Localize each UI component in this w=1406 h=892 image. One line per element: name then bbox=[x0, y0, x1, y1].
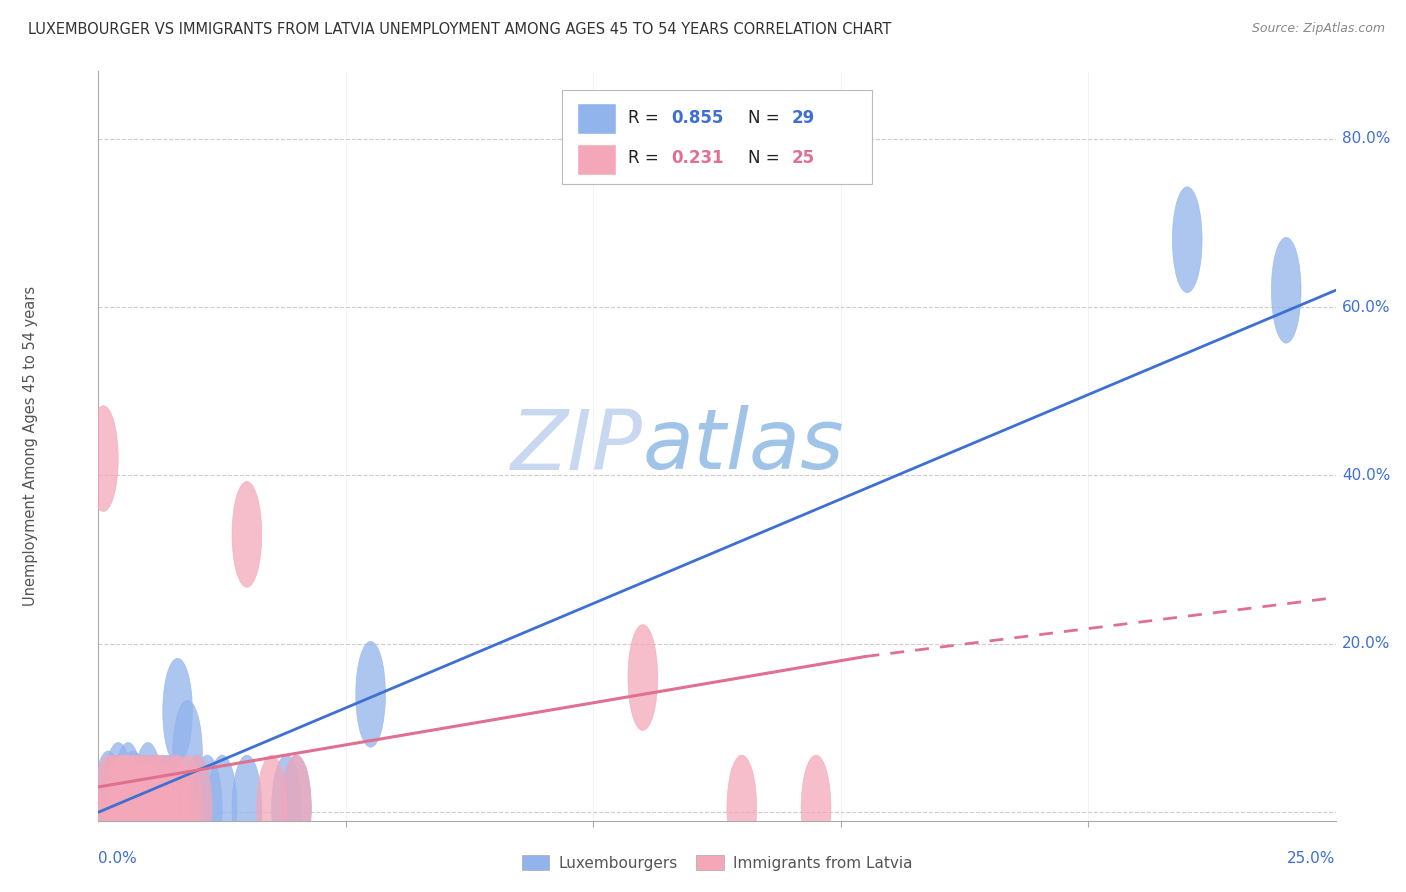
Text: 40.0%: 40.0% bbox=[1341, 468, 1391, 483]
Text: LUXEMBOURGER VS IMMIGRANTS FROM LATVIA UNEMPLOYMENT AMONG AGES 45 TO 54 YEARS CO: LUXEMBOURGER VS IMMIGRANTS FROM LATVIA U… bbox=[28, 22, 891, 37]
Text: N =: N = bbox=[748, 109, 785, 127]
FancyBboxPatch shape bbox=[578, 145, 616, 175]
Ellipse shape bbox=[163, 756, 193, 861]
Ellipse shape bbox=[232, 756, 262, 861]
Ellipse shape bbox=[118, 756, 148, 861]
Text: atlas: atlas bbox=[643, 406, 845, 486]
Ellipse shape bbox=[104, 742, 134, 848]
Ellipse shape bbox=[104, 756, 134, 861]
Ellipse shape bbox=[108, 756, 138, 861]
Text: Source: ZipAtlas.com: Source: ZipAtlas.com bbox=[1251, 22, 1385, 36]
Text: R =: R = bbox=[628, 150, 664, 168]
Ellipse shape bbox=[173, 700, 202, 806]
Text: 20.0%: 20.0% bbox=[1341, 636, 1391, 651]
Ellipse shape bbox=[153, 756, 183, 861]
Ellipse shape bbox=[124, 756, 153, 861]
Text: 29: 29 bbox=[792, 109, 814, 127]
Ellipse shape bbox=[98, 756, 128, 861]
Ellipse shape bbox=[114, 756, 143, 861]
Text: 25: 25 bbox=[792, 150, 814, 168]
Ellipse shape bbox=[801, 756, 831, 861]
Ellipse shape bbox=[1271, 237, 1301, 343]
FancyBboxPatch shape bbox=[562, 90, 872, 184]
FancyBboxPatch shape bbox=[578, 104, 616, 134]
Ellipse shape bbox=[157, 756, 187, 861]
Ellipse shape bbox=[356, 641, 385, 747]
Ellipse shape bbox=[281, 756, 311, 861]
Ellipse shape bbox=[271, 756, 301, 861]
Text: 25.0%: 25.0% bbox=[1288, 851, 1336, 865]
Ellipse shape bbox=[143, 756, 173, 861]
Ellipse shape bbox=[108, 756, 138, 861]
Text: 60.0%: 60.0% bbox=[1341, 300, 1391, 315]
Ellipse shape bbox=[138, 756, 167, 861]
Ellipse shape bbox=[193, 756, 222, 861]
Text: 0.855: 0.855 bbox=[671, 109, 724, 127]
Ellipse shape bbox=[628, 624, 658, 731]
Ellipse shape bbox=[157, 756, 187, 861]
Ellipse shape bbox=[118, 751, 148, 856]
Ellipse shape bbox=[281, 756, 311, 861]
Ellipse shape bbox=[143, 756, 173, 861]
Ellipse shape bbox=[232, 482, 262, 587]
Ellipse shape bbox=[727, 756, 756, 861]
Ellipse shape bbox=[134, 756, 163, 861]
Text: N =: N = bbox=[748, 150, 785, 168]
Ellipse shape bbox=[89, 406, 118, 511]
Ellipse shape bbox=[98, 756, 128, 861]
Ellipse shape bbox=[124, 756, 153, 861]
Ellipse shape bbox=[1173, 187, 1202, 293]
Ellipse shape bbox=[93, 756, 124, 861]
Ellipse shape bbox=[93, 751, 124, 856]
Ellipse shape bbox=[134, 756, 163, 861]
Text: R =: R = bbox=[628, 109, 664, 127]
Ellipse shape bbox=[104, 756, 134, 861]
Ellipse shape bbox=[128, 756, 157, 861]
Text: Unemployment Among Ages 45 to 54 years: Unemployment Among Ages 45 to 54 years bbox=[22, 286, 38, 606]
Ellipse shape bbox=[138, 756, 167, 861]
Ellipse shape bbox=[114, 742, 143, 848]
Ellipse shape bbox=[257, 756, 287, 861]
Ellipse shape bbox=[148, 756, 177, 861]
Ellipse shape bbox=[128, 756, 157, 861]
Ellipse shape bbox=[134, 742, 163, 848]
Ellipse shape bbox=[183, 756, 212, 861]
Ellipse shape bbox=[124, 756, 153, 861]
Text: 0.231: 0.231 bbox=[671, 150, 724, 168]
Ellipse shape bbox=[183, 756, 212, 861]
Ellipse shape bbox=[108, 756, 138, 861]
Ellipse shape bbox=[207, 756, 238, 861]
Text: ZIP: ZIP bbox=[510, 406, 643, 486]
Ellipse shape bbox=[163, 658, 193, 764]
Text: 0.0%: 0.0% bbox=[98, 851, 138, 865]
Text: 80.0%: 80.0% bbox=[1341, 131, 1391, 146]
Ellipse shape bbox=[114, 756, 143, 861]
Ellipse shape bbox=[114, 756, 143, 861]
Ellipse shape bbox=[173, 756, 202, 861]
Legend: Luxembourgers, Immigrants from Latvia: Luxembourgers, Immigrants from Latvia bbox=[516, 849, 918, 877]
Ellipse shape bbox=[148, 756, 177, 861]
